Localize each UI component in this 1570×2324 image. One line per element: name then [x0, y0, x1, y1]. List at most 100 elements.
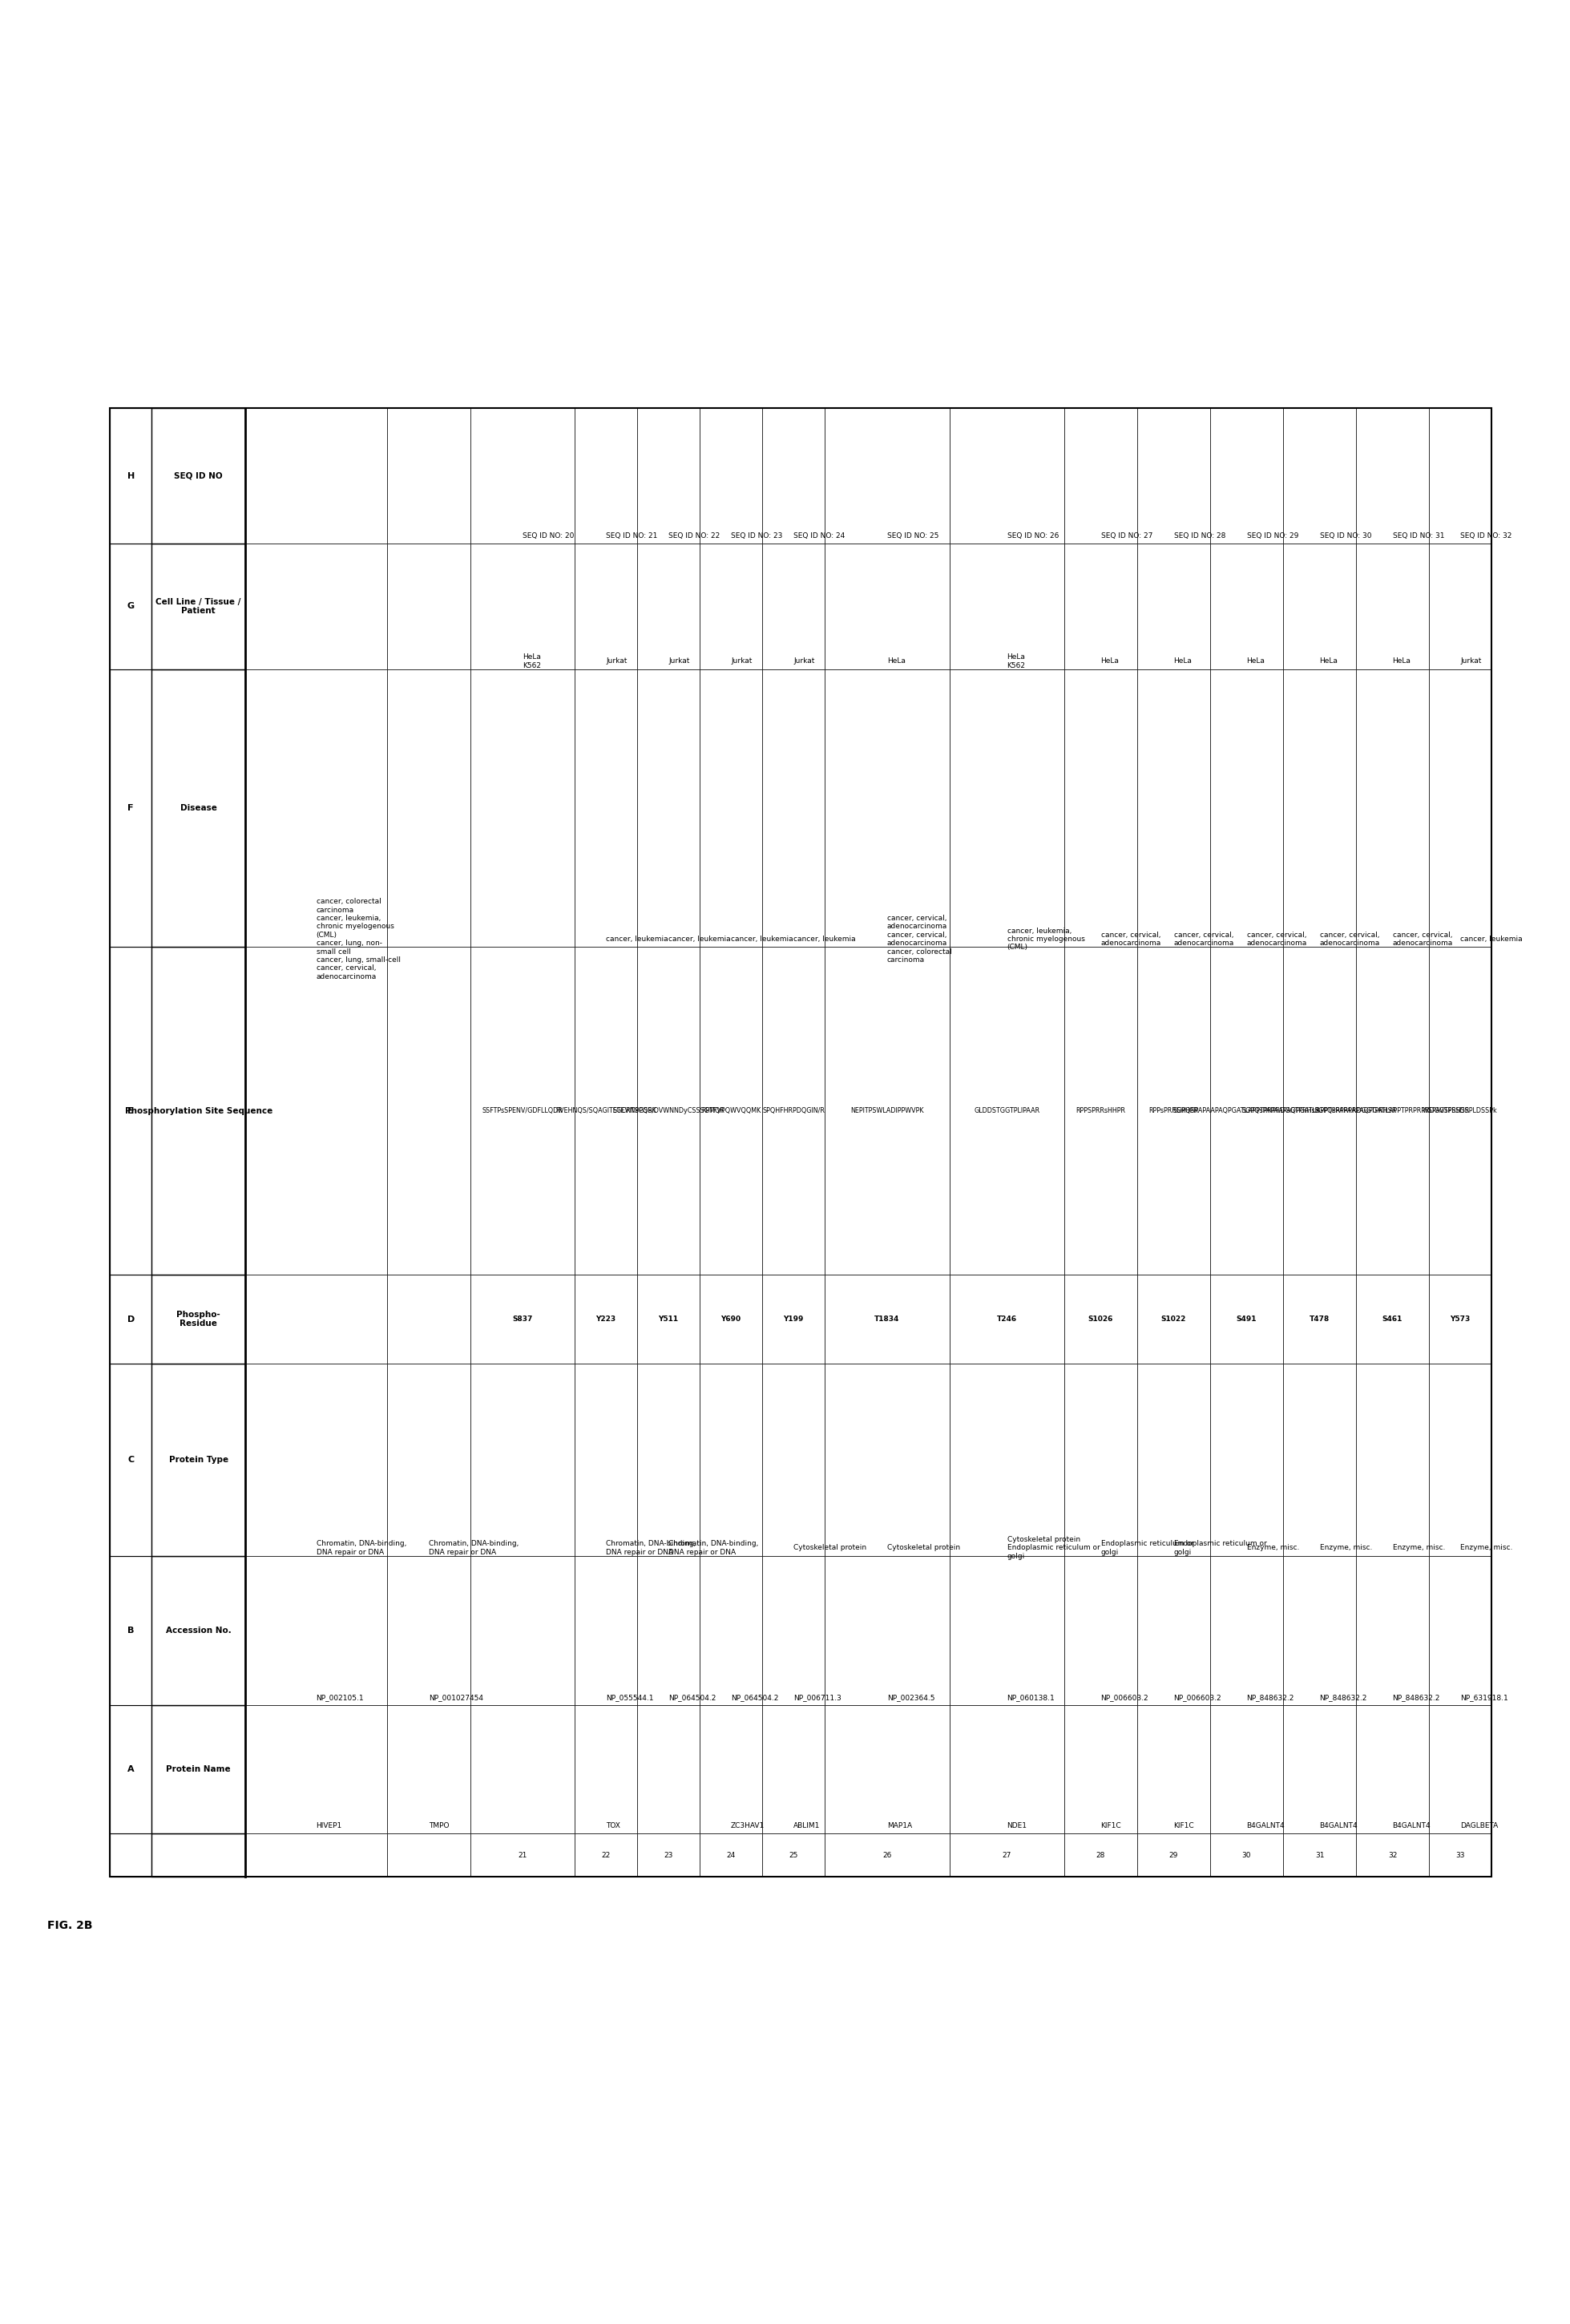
Bar — [1429, 948, 1492, 1276]
Text: 30: 30 — [1242, 1852, 1251, 1859]
Text: NP_848632.2: NP_848632.2 — [1319, 1694, 1367, 1701]
Bar — [1137, 948, 1210, 1276]
Text: B4GALNT4: B4GALNT4 — [1247, 1822, 1284, 1829]
Bar — [575, 669, 637, 948]
Bar — [824, 669, 950, 948]
Bar — [1064, 1276, 1137, 1364]
Text: SSFTPsSPENV/GDFLLQDR: SSFTPsSPENV/GDFLLQDR — [482, 1109, 564, 1116]
Bar — [152, 409, 245, 544]
Bar — [824, 1276, 950, 1364]
Text: Cytoskeletal protein
Endoplasmic reticulum or
golgi: Cytoskeletal protein Endoplasmic reticul… — [1006, 1536, 1099, 1559]
Bar — [1356, 1706, 1429, 1834]
Text: WSPAVSFSSDSPLDSSPk: WSPAVSFSSDSPLDSSPk — [1422, 1109, 1498, 1116]
Text: Protein Type: Protein Type — [168, 1455, 228, 1464]
Text: NP_064504.2: NP_064504.2 — [669, 1694, 716, 1701]
Bar — [110, 409, 1492, 1875]
Text: HeLa: HeLa — [1319, 658, 1338, 665]
Bar — [388, 948, 471, 1276]
Bar — [1137, 409, 1210, 544]
Text: HeLa: HeLa — [1247, 658, 1265, 665]
Bar — [1283, 1834, 1356, 1875]
Bar — [1210, 1834, 1283, 1875]
Bar — [1137, 1706, 1210, 1834]
Bar — [824, 1834, 950, 1875]
Bar — [575, 1364, 637, 1555]
Bar — [1283, 1706, 1356, 1834]
Bar — [245, 1834, 388, 1875]
Text: NP_060138.1: NP_060138.1 — [1006, 1694, 1055, 1701]
Text: 23: 23 — [664, 1852, 674, 1859]
Bar — [700, 544, 761, 669]
Bar — [950, 1834, 1064, 1875]
Bar — [761, 1555, 824, 1706]
Bar — [152, 1706, 245, 1834]
Text: cancer, leukemia: cancer, leukemia — [606, 937, 669, 944]
Bar — [761, 948, 824, 1276]
Text: E: E — [127, 1106, 133, 1116]
Bar — [761, 1276, 824, 1364]
Text: HeLa
K562: HeLa K562 — [1006, 653, 1025, 669]
Bar — [1283, 948, 1356, 1276]
Text: SGPQsPAPAAPAQPGATLAPPTPRPRPRDGGTPRHSR: SGPQsPAPAAPAQPGATLAPPTPRPRPRDGGTPRHSR — [1242, 1109, 1397, 1116]
Text: Jurkat: Jurkat — [669, 658, 689, 665]
Bar — [637, 544, 700, 669]
Bar — [950, 948, 1064, 1276]
Bar — [110, 1555, 152, 1706]
Text: cancer, colorectal
carcinoma
cancer, leukemia,
chronic myelogenous
(CML)
cancer,: cancer, colorectal carcinoma cancer, leu… — [316, 897, 400, 981]
Bar — [1064, 1555, 1137, 1706]
Bar — [245, 1276, 388, 1364]
Text: cancer, leukemia: cancer, leukemia — [732, 937, 793, 944]
Bar — [1210, 544, 1283, 669]
Bar — [152, 544, 245, 669]
Text: HeLa
K562: HeLa K562 — [523, 653, 542, 669]
Text: KIF1C: KIF1C — [1101, 1822, 1121, 1829]
Bar — [245, 1706, 388, 1834]
Bar — [388, 1834, 471, 1875]
Text: NEPITPSWLADIPPWVPK: NEPITPSWLADIPPWVPK — [851, 1109, 923, 1116]
Text: B4GALNT4: B4GALNT4 — [1319, 1822, 1358, 1829]
Bar — [761, 1706, 824, 1834]
Bar — [1137, 669, 1210, 948]
Bar — [637, 1555, 700, 1706]
Text: NP_848632.2: NP_848632.2 — [1247, 1694, 1294, 1701]
Bar — [700, 1276, 761, 1364]
Bar — [388, 1555, 471, 1706]
Bar — [110, 1706, 152, 1834]
Text: GLDDSTGGTPLIPAAR: GLDDSTGGTPLIPAAR — [973, 1109, 1039, 1116]
Text: cancer, cervical,
adenocarcinoma: cancer, cervical, adenocarcinoma — [1174, 932, 1234, 946]
Bar — [950, 409, 1064, 544]
Text: S837: S837 — [512, 1315, 532, 1322]
Text: B: B — [127, 1627, 133, 1634]
Text: Phosphorylation Site Sequence: Phosphorylation Site Sequence — [124, 1106, 272, 1116]
Text: MAP1A: MAP1A — [887, 1822, 912, 1829]
Text: T246: T246 — [997, 1315, 1017, 1322]
Bar — [1137, 1834, 1210, 1875]
Bar — [110, 1364, 152, 1555]
Text: NP_002364.5: NP_002364.5 — [887, 1694, 934, 1701]
Bar — [824, 544, 950, 669]
Text: RPPSPRRsHHPR: RPPSPRRsHHPR — [1075, 1109, 1126, 1116]
Text: SEQ ID NO: 26: SEQ ID NO: 26 — [1006, 532, 1058, 539]
Bar — [1210, 1706, 1283, 1834]
Text: Jurkat: Jurkat — [606, 658, 626, 665]
Bar — [1210, 948, 1283, 1276]
Bar — [1210, 1364, 1283, 1555]
Bar — [761, 409, 824, 544]
Bar — [950, 1276, 1064, 1364]
Bar — [1429, 1364, 1492, 1555]
Bar — [637, 1364, 700, 1555]
Bar — [1356, 948, 1429, 1276]
Text: NP_001027454: NP_001027454 — [429, 1694, 484, 1701]
Bar — [1137, 544, 1210, 669]
Text: Chromatin, DNA-binding,
DNA repair or DNA: Chromatin, DNA-binding, DNA repair or DN… — [606, 1541, 696, 1555]
Bar — [761, 669, 824, 948]
Text: SEQ ID NO: 32: SEQ ID NO: 32 — [1460, 532, 1512, 539]
Text: Cytoskeletal protein: Cytoskeletal protein — [887, 1545, 961, 1552]
Bar — [471, 669, 575, 948]
Text: SEQ ID NO: 24: SEQ ID NO: 24 — [793, 532, 845, 539]
Bar — [388, 1706, 471, 1834]
Text: SEQ ID NO: 25: SEQ ID NO: 25 — [887, 532, 939, 539]
Text: SGPQSPAPAAPAQPGATLAPPTPRPRDGGTPRHsR: SGPQSPAPAAPAQPGATLAPPTPRPRDGGTPRHsR — [1173, 1109, 1320, 1116]
Bar — [1064, 1834, 1137, 1875]
Text: SPQHFHRPDQGIN/R: SPQHFHRPDQGIN/R — [761, 1109, 824, 1116]
